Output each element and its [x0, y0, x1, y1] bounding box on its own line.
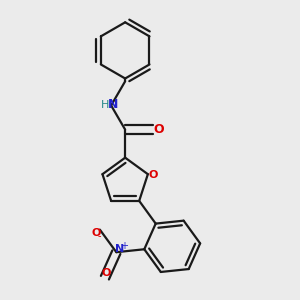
- Text: +: +: [120, 241, 128, 251]
- Text: -: -: [98, 232, 101, 242]
- Text: O: O: [101, 268, 111, 278]
- Text: N: N: [108, 98, 118, 111]
- Text: O: O: [148, 170, 158, 180]
- Text: H: H: [101, 100, 109, 110]
- Text: N: N: [115, 244, 124, 254]
- Text: O: O: [92, 228, 101, 238]
- Text: O: O: [153, 123, 164, 136]
